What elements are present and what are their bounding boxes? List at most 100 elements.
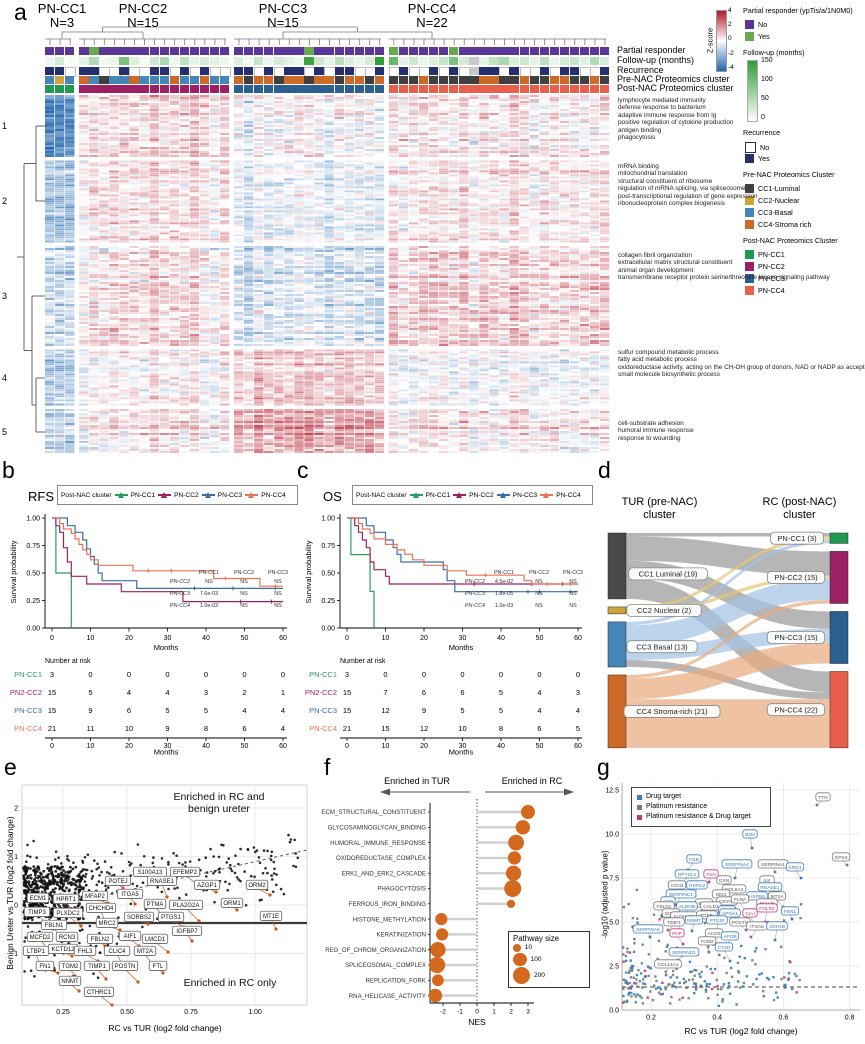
risk-value: 6 [421,688,427,697]
ann-cell-post-nac-cluster [589,85,600,93]
followup-tick: 0 [761,114,765,121]
ann-cell-pre-nac-cluster [254,76,264,84]
legend-item-label: CC4-Stroma rich [758,220,812,229]
svg-text:-1: -1 [12,951,18,958]
e-gene-label-box [83,986,115,997]
e-gene-label-box [259,910,283,921]
e-gene-label-box [133,945,157,956]
ann-cell-post-nac-cluster [364,85,375,93]
risk-value: 0 [203,670,209,679]
ann-cell-post-nac-cluster [65,85,75,93]
svg-text:ORM2: ORM2 [248,883,266,889]
risk-value: 15 [342,706,352,715]
column-header-PN-CC4: PN-CC4 N=22 [387,2,477,30]
ann-cell-post-nac-cluster [149,85,159,93]
ann-cell-pre-nac-cluster [274,76,284,84]
ann-cell-pre-nac-cluster [149,76,159,84]
svg-text:40: 40 [497,743,505,750]
pv-row-header: PN-CC2 [169,579,190,585]
f-header-right: Enriched in RC [501,776,563,786]
risk-value: 0 [242,670,247,679]
km-legend-marker [453,491,467,499]
svg-text:50: 50 [241,635,249,642]
ann-cell-pre-nac-cluster [129,76,139,84]
ann-cell-partial-responder [589,47,600,55]
svg-text:LTBP1: LTBP1 [27,949,46,955]
pathway-term: humoral immune response [618,427,694,435]
svg-text:Months: Months [449,643,474,652]
ann-cell-pre-nac-cluster [344,76,354,84]
ann-cell-follow-up [274,57,284,65]
ann-cell-pre-nac-cluster [479,76,489,84]
ann-cell-post-nac-cluster [579,85,590,93]
svg-text:0: 0 [50,743,54,750]
ann-cell-pre-nac-cluster [569,76,580,84]
legend-title: Post-NAC Proteomics Cluster [743,236,838,245]
ann-cell-pre-nac-cluster [209,76,220,84]
ann-cell-recurrence [119,67,129,75]
svg-text:SORBS2: SORBS2 [127,915,152,921]
svg-text:30: 30 [459,743,467,750]
ann-cell-post-nac-cluster [233,85,244,93]
ann-cell-follow-up [244,57,254,65]
svg-text:Months: Months [449,748,474,756]
g-gene-label-box [714,942,734,952]
g-gene-label-box [668,947,700,957]
ann-cell-pre-nac-cluster [459,76,469,84]
svg-text:MT2A: MT2A [771,894,785,900]
g-gene-label-box [686,880,708,890]
risk-row-label: PN-CC1 [14,670,42,679]
svg-text:FOLR2: FOLR2 [759,906,775,912]
svg-text:GLYCOSAMINOGLYCAN_BINDING: GLYCOSAMINOGLYCAN_BINDING [328,825,427,832]
svg-text:FERROUS_IRON_BINDING: FERROUS_IRON_BINDING [349,901,426,908]
svg-text:FBN1: FBN1 [784,909,797,915]
ann-cell-follow-up [398,57,409,65]
ann-cell-follow-up [45,57,55,65]
sankey-diagram: CC1 Luminal (19) CC2 Nuclear (2) CC3 Basal… [607,531,849,749]
svg-text:3: 3 [526,1009,530,1016]
svg-text:40: 40 [202,635,210,642]
row-dendrogram [17,125,46,433]
ann-cell-follow-up [219,57,230,65]
sankey-node-label-box [766,703,826,717]
risk-value: 15 [47,706,57,715]
ann-cell-follow-up [169,57,179,65]
ann-cell-partial-responder [529,47,539,55]
risk-row-label: PN2-CC2 [9,688,42,697]
risk-row-label: PN-CC1 [309,670,337,679]
ann-cell-pre-nac-cluster [284,76,294,84]
legend-item: Yes [745,32,770,41]
km-legend-marker [540,491,554,499]
ann-cell-follow-up [529,57,539,65]
ann-cell-post-nac-cluster [374,85,385,93]
ann-cell-pre-nac-cluster [529,76,539,84]
ann-cell-partial-responder [65,47,75,55]
svg-text:HISTONE_METHYLATION: HISTONE_METHYLATION [353,916,426,923]
svg-text:0.4: 0.4 [712,1015,722,1022]
ann-cell-recurrence [569,67,580,75]
ann-cell-follow-up [99,57,109,65]
pv-value: NS [205,579,213,585]
risk-value: 0 [460,670,465,679]
ann-cell-post-nac-cluster [559,85,570,93]
g-gene-label-box [719,908,741,918]
svg-text:0.25: 0.25 [26,598,40,605]
svg-text:10: 10 [382,635,390,642]
risk-value: 10 [124,724,134,733]
risk-value: 15 [342,688,352,697]
ann-cell-recurrence [179,67,190,75]
group-n: N=22 [416,15,448,30]
ann-cell-follow-up [599,57,610,65]
cluster-number: 2 [2,196,8,206]
ann-cell-pre-nac-cluster [509,76,519,84]
pv-row-header: PN-CC3 [169,591,190,597]
e-gene-label-box [141,933,169,944]
svg-text:RCN3: RCN3 [59,935,76,941]
risk-value: 3 [575,688,581,697]
ann-cell-follow-up [429,57,439,65]
ann-cell-recurrence [334,67,344,75]
g-plot: 0.02.55.07.510.012.50.20.40.60.8TTNSOD1B… [605,783,860,1022]
cluster-number: 1 [2,121,8,131]
sankey-flow [626,539,830,626]
svg-text:APOA1: APOA1 [722,911,738,917]
